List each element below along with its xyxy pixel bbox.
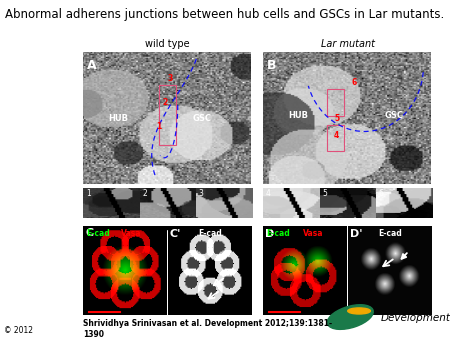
Text: Shrividhya Srinivasan et al. Development 2012;139:1381-
1390: Shrividhya Srinivasan et al. Development…: [83, 319, 333, 338]
Text: 6: 6: [378, 189, 383, 198]
Text: E-cad: E-cad: [266, 229, 289, 238]
Text: A: A: [86, 59, 96, 72]
Text: E-cad: E-cad: [378, 229, 402, 238]
Text: 5: 5: [334, 114, 339, 123]
Text: wild type: wild type: [145, 39, 190, 49]
Text: 4: 4: [266, 189, 271, 198]
Text: Vasa: Vasa: [303, 229, 324, 238]
Text: 2: 2: [142, 189, 147, 198]
Text: GSC: GSC: [385, 111, 404, 120]
Text: Development: Development: [381, 313, 450, 323]
Text: 3: 3: [167, 74, 173, 83]
Bar: [328, 89, 344, 116]
Text: Vasa: Vasa: [121, 229, 142, 238]
Text: Lar mutant: Lar mutant: [320, 39, 374, 49]
Text: B: B: [266, 59, 276, 72]
Circle shape: [348, 308, 370, 314]
Text: 1: 1: [156, 122, 161, 131]
Text: HUB: HUB: [108, 114, 129, 123]
Text: E-cad: E-cad: [198, 229, 222, 238]
Text: 5: 5: [322, 189, 327, 198]
Text: 4: 4: [334, 131, 339, 140]
Text: © 2012: © 2012: [4, 325, 33, 335]
Text: 3: 3: [198, 189, 203, 198]
Text: D: D: [266, 229, 274, 239]
Bar: [328, 125, 344, 151]
Text: HUB: HUB: [288, 111, 309, 120]
Bar: [159, 86, 176, 145]
Text: 2: 2: [162, 98, 168, 107]
Text: 1: 1: [86, 189, 91, 198]
Text: Abnormal adherens junctions between hub cells and GSCs in Lar mutants.: Abnormal adherens junctions between hub …: [5, 8, 445, 21]
Text: 6: 6: [351, 78, 356, 87]
Text: E-cad: E-cad: [86, 229, 109, 238]
Text: C: C: [86, 227, 94, 238]
Bar: [83, 218, 167, 229]
Text: GSC: GSC: [193, 114, 212, 123]
Text: C': C': [170, 229, 181, 239]
Ellipse shape: [327, 305, 373, 329]
Text: D': D': [350, 229, 362, 239]
